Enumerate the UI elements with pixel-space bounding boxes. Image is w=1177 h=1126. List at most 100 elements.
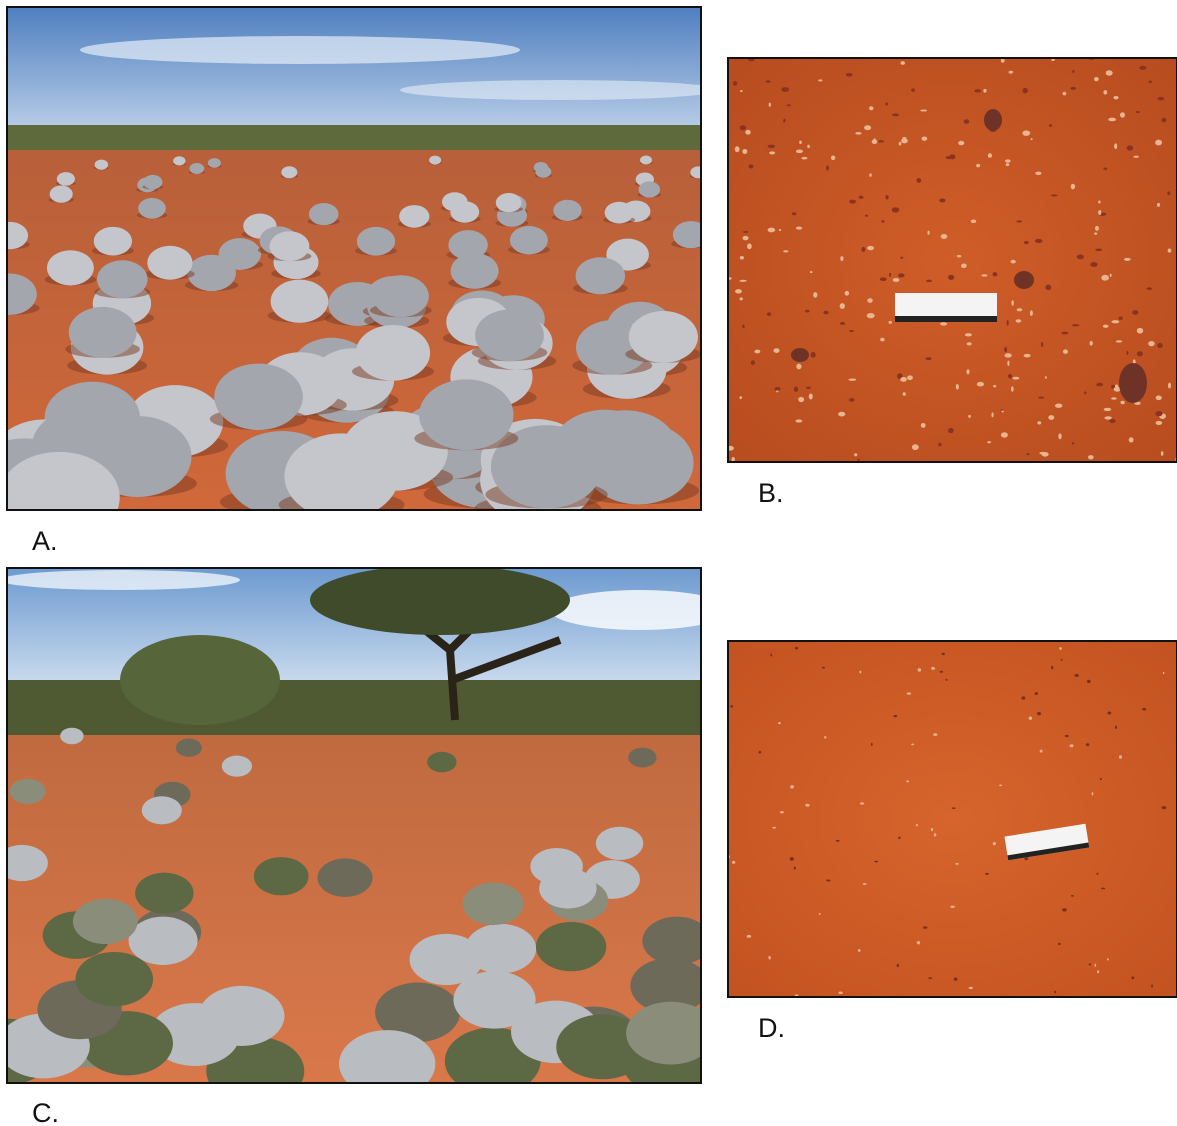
pebble: [768, 228, 776, 233]
pebble: [768, 145, 776, 148]
pebble: [1089, 341, 1092, 346]
pebble: [735, 289, 742, 294]
pebble: [773, 348, 779, 353]
pebble: [1108, 118, 1116, 122]
pebble: [907, 692, 911, 694]
pebble: [1086, 743, 1089, 746]
pebble: [810, 271, 813, 273]
pebble: [917, 941, 920, 944]
pebble: [1096, 873, 1098, 875]
shrub: [373, 275, 429, 317]
pebble: [1106, 70, 1113, 75]
pebble: [1094, 964, 1096, 967]
pebble: [806, 386, 811, 389]
pebble: [1026, 453, 1029, 455]
photo-c: [0, 565, 730, 1105]
pebble: [1071, 895, 1074, 897]
pebble: [740, 125, 747, 130]
pebble: [1072, 70, 1075, 73]
photo-b: [727, 56, 1177, 462]
pebble: [974, 89, 981, 92]
pebble: [955, 863, 958, 865]
shrub: [427, 752, 456, 773]
pebble: [1142, 708, 1146, 711]
pebble: [859, 196, 864, 199]
pebble: [1157, 343, 1163, 348]
pebble: [1035, 239, 1043, 243]
shrub: [97, 260, 148, 298]
pebble: [772, 827, 776, 829]
pebble: [740, 90, 743, 92]
shrub: [465, 924, 536, 974]
pebble: [999, 785, 1002, 787]
pebble: [1104, 408, 1112, 411]
pebble: [1022, 130, 1030, 136]
pebble: [1131, 976, 1134, 979]
shrub: [429, 156, 441, 165]
shrub: [10, 779, 46, 804]
pebble: [1055, 404, 1062, 408]
pebble: [1070, 744, 1074, 747]
pebble: [1167, 191, 1170, 195]
pebble: [981, 274, 987, 276]
shrub: [536, 922, 606, 971]
pebble: [783, 250, 788, 252]
shrub: [69, 307, 137, 358]
pebble: [942, 653, 945, 655]
pebble: [1001, 432, 1008, 438]
shrub: [626, 1002, 716, 1065]
pebble: [855, 132, 861, 135]
pebble: [790, 857, 794, 861]
shrub: [419, 379, 513, 450]
pebble: [958, 141, 964, 145]
page: A. B. C. D. (() => { const data = JSON.p…: [0, 0, 1177, 1126]
pebble: [938, 443, 941, 447]
pebble: [899, 142, 902, 146]
pebble: [869, 106, 873, 110]
pebble: [1065, 735, 1069, 737]
pebble: [928, 977, 932, 979]
pebble: [1109, 419, 1115, 423]
pebble: [1119, 755, 1122, 758]
pebble: [1137, 351, 1143, 356]
pebble: [1111, 320, 1119, 323]
shrub: [214, 364, 303, 430]
pebble: [1161, 118, 1166, 123]
pebble: [923, 926, 927, 928]
pebble: [1001, 410, 1004, 412]
photo-a: [0, 7, 720, 543]
pebble: [1005, 159, 1011, 162]
pebble: [964, 119, 970, 124]
pebble: [1155, 140, 1162, 146]
pebble: [940, 322, 947, 325]
pebble: [985, 873, 989, 875]
pebble: [739, 396, 742, 399]
pebble: [954, 977, 958, 980]
pebble: [732, 457, 735, 462]
pebble: [1095, 249, 1102, 252]
pebble: [838, 412, 845, 417]
pebble: [779, 229, 781, 231]
pebble: [892, 207, 900, 212]
pebble: [751, 360, 755, 365]
pebble: [1051, 194, 1058, 196]
pebble: [1035, 172, 1041, 175]
shrub: [451, 253, 499, 289]
pebble: [987, 441, 991, 443]
pebble: [823, 311, 828, 315]
pebble: [1087, 680, 1091, 683]
pebble: [1029, 717, 1032, 720]
pebble: [1045, 376, 1047, 378]
pebble: [926, 357, 932, 360]
pebble: [1061, 659, 1063, 661]
pebble: [747, 935, 751, 938]
pebble: [838, 991, 842, 994]
pebble: [1007, 361, 1009, 366]
shrub: [270, 231, 310, 261]
pebble: [1157, 97, 1164, 101]
pebble: [840, 322, 845, 325]
pebble: [742, 149, 747, 154]
pebble: [767, 312, 771, 316]
pebble: [747, 243, 752, 249]
pebble: [911, 743, 914, 745]
